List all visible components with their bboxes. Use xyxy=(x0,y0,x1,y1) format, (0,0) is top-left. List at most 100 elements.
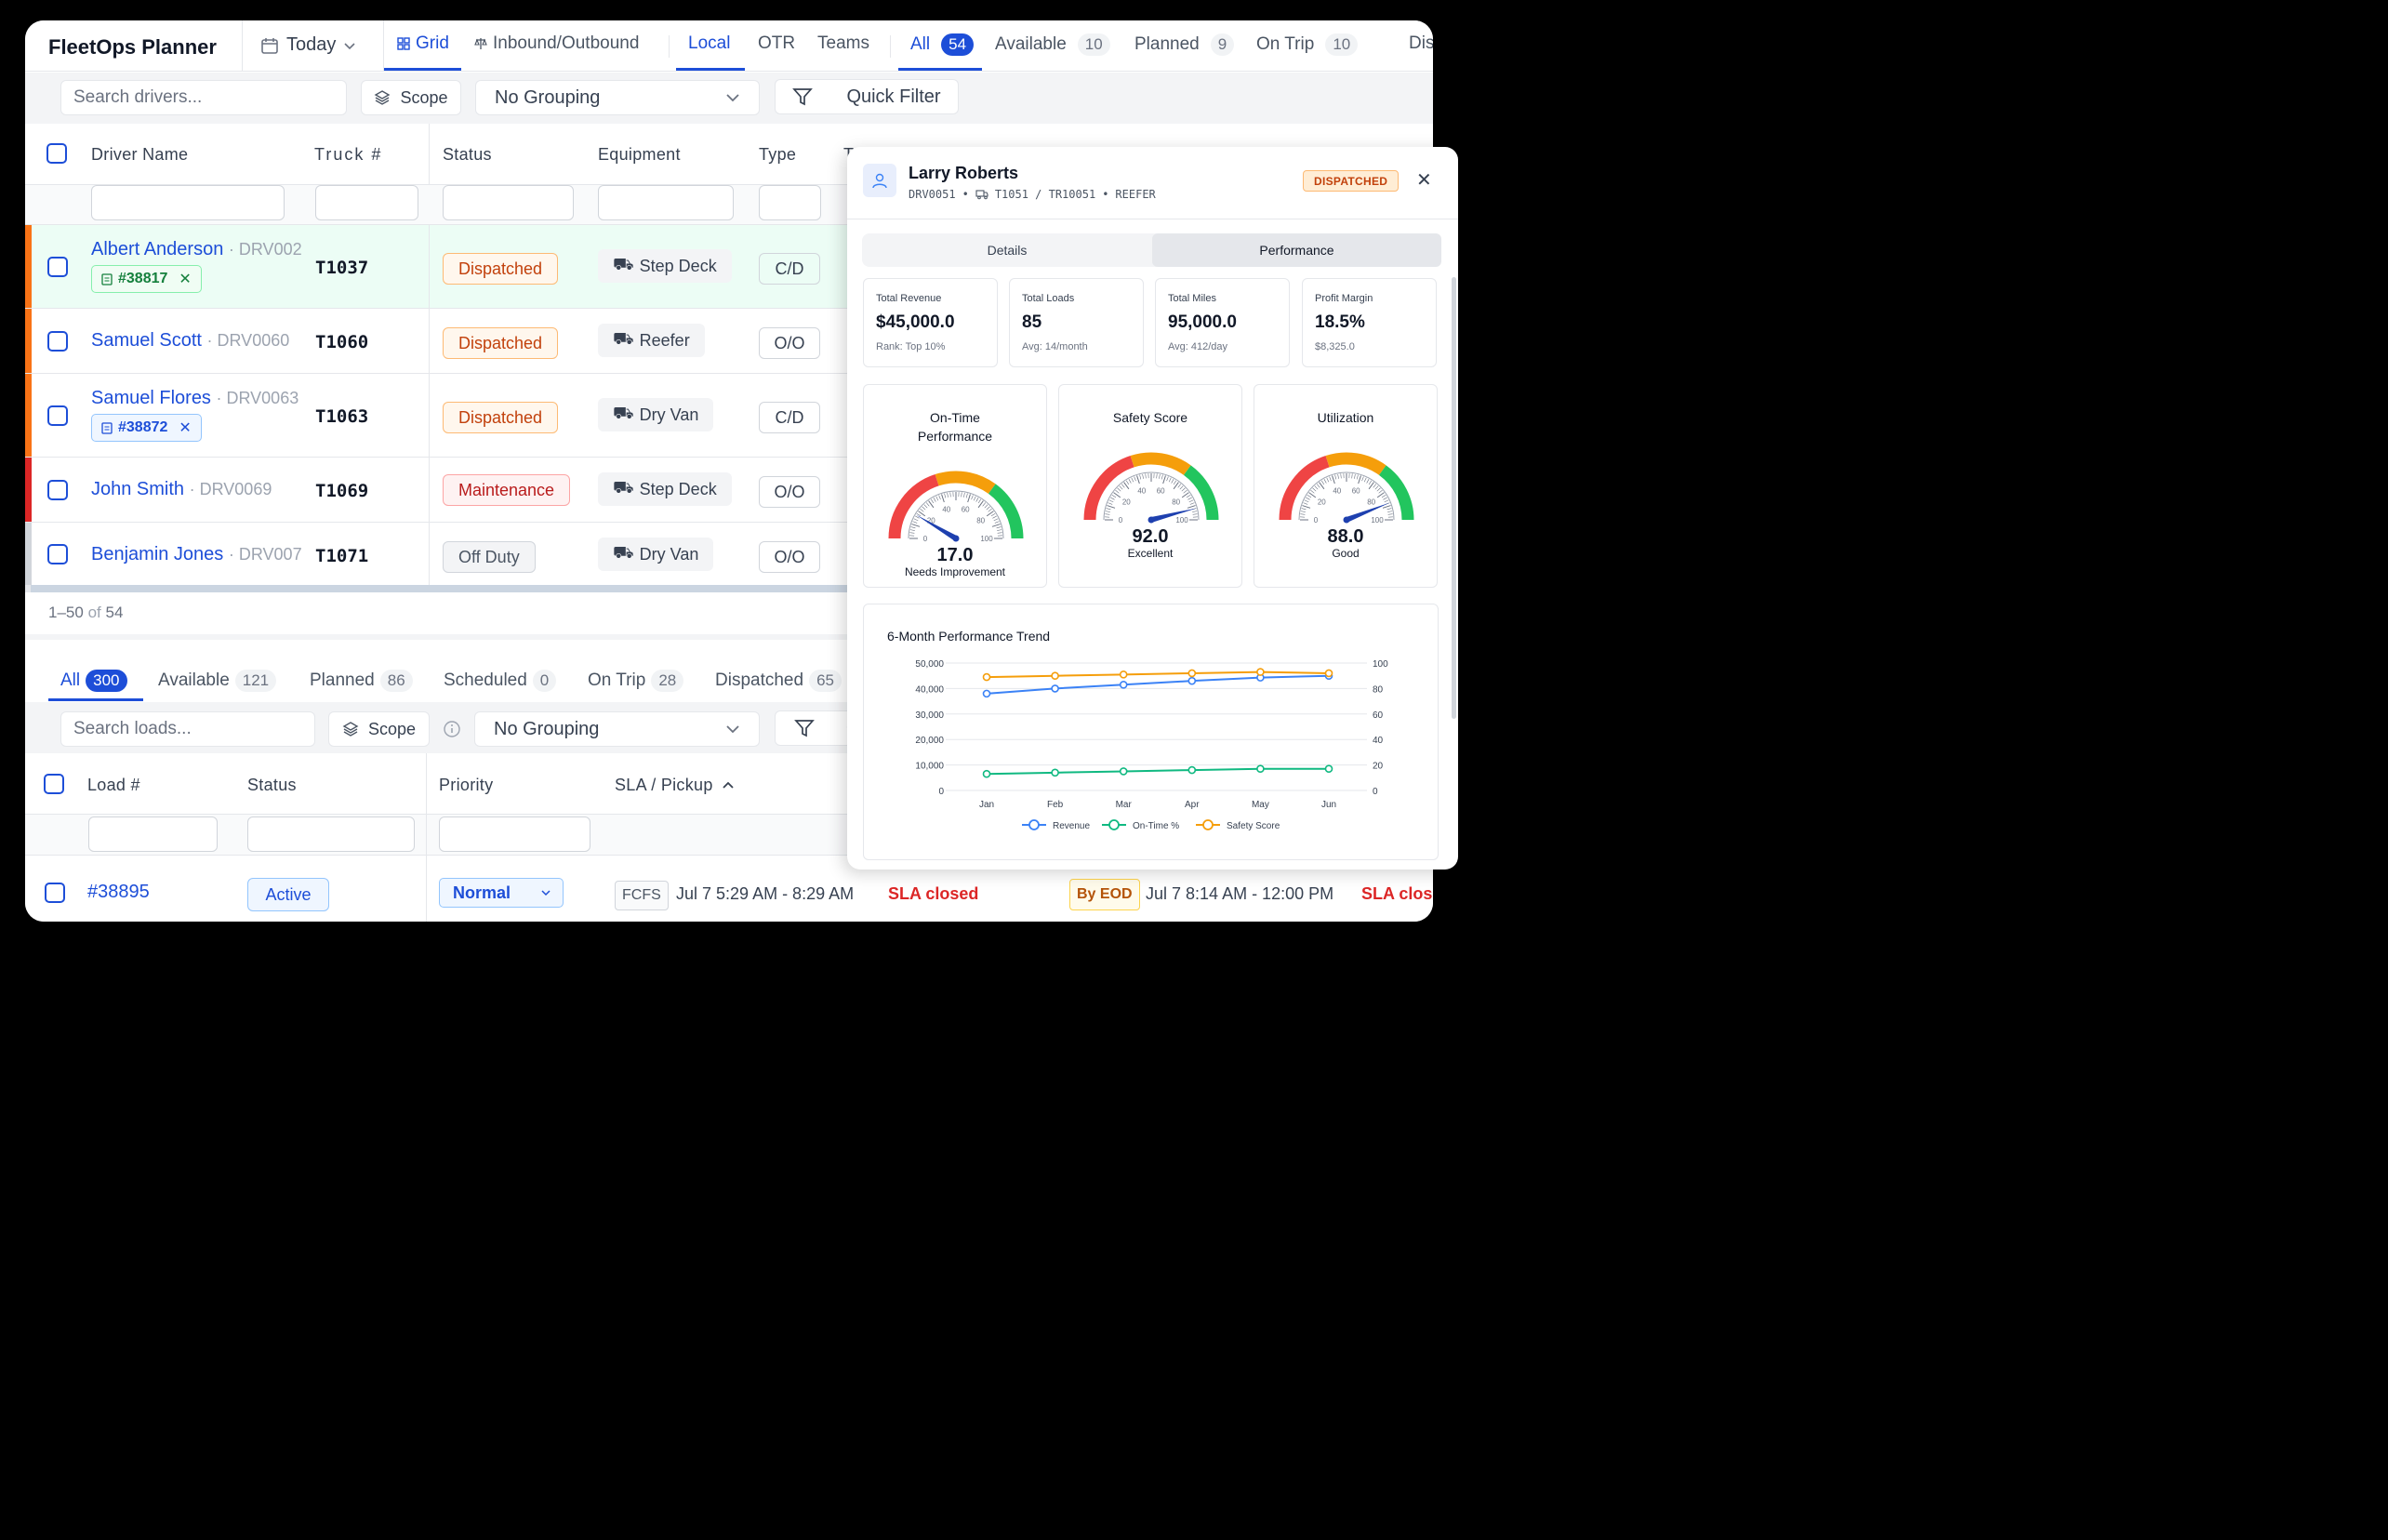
gauge-tick xyxy=(1340,473,1342,479)
close-icon[interactable]: ✕ xyxy=(179,420,192,436)
kpi-value: 85 xyxy=(1022,312,1042,332)
tab-otr[interactable]: OTR xyxy=(758,33,795,54)
row-checkbox[interactable] xyxy=(47,331,68,352)
tab-on-trip-drivers[interactable]: On Trip 10 xyxy=(1256,33,1359,56)
status-filter[interactable] xyxy=(443,185,574,220)
quick-filter-button[interactable]: Quick Filter xyxy=(775,79,959,114)
load-number-filter[interactable] xyxy=(88,816,218,852)
tab-dispatched-drivers[interactable]: Dispa xyxy=(1409,33,1433,54)
gauge-card-on-time: On-Time Performance 0 20 40 60 80 100 17.0 Ne… xyxy=(863,384,1047,588)
data-point xyxy=(1119,680,1128,689)
x-axis-tick-label: Feb xyxy=(1047,800,1064,810)
select-all-loads-checkbox[interactable] xyxy=(44,774,64,794)
gauge-tick xyxy=(963,492,965,498)
driver-name-link[interactable]: Samuel Scott · DRV0060 xyxy=(91,330,289,352)
column-header-sla-pickup[interactable]: SLA / Pickup xyxy=(615,776,734,795)
load-chip[interactable]: #38817 ✕ xyxy=(91,265,202,293)
tab-scheduled-loads[interactable]: Scheduled 0 xyxy=(444,670,557,692)
column-header-truck[interactable]: Truck # xyxy=(314,145,383,164)
chevron-down-icon xyxy=(541,890,551,896)
gauge-tick xyxy=(923,504,928,509)
table-row[interactable]: Albert Anderson · DRV002 #38817 ✕ T1037 … xyxy=(25,225,847,309)
priority-filter[interactable] xyxy=(439,816,590,852)
tab-on-trip-loads[interactable]: On Trip 28 xyxy=(588,670,684,692)
layers-icon xyxy=(342,722,359,737)
tab-performance[interactable]: Performance xyxy=(1152,233,1441,267)
pickup-type-badge: FCFS xyxy=(615,881,669,910)
tab-planned-drivers[interactable]: Planned 9 xyxy=(1134,33,1235,56)
count-badge: 0 xyxy=(532,670,557,692)
tab-planned-loads[interactable]: Planned 86 xyxy=(310,670,413,692)
load-chip[interactable]: #38872 ✕ xyxy=(91,414,202,442)
gauge-tick-label: 80 xyxy=(1172,498,1180,507)
driver-name-link[interactable]: John Smith · DRV0069 xyxy=(91,479,272,500)
column-header-load-status[interactable]: Status xyxy=(247,776,297,794)
row-checkbox[interactable] xyxy=(47,257,68,277)
tab-all-drivers[interactable]: All 54 xyxy=(910,33,975,56)
column-header-equipment[interactable]: Equipment xyxy=(598,145,681,164)
select-value: No Grouping xyxy=(495,86,601,108)
row-checkbox[interactable] xyxy=(45,883,65,903)
table-row[interactable]: Samuel Scott · DRV0060 T1060 Dispatched … xyxy=(25,309,847,374)
row-checkbox[interactable] xyxy=(47,405,68,426)
divider xyxy=(426,753,427,815)
driver-name-link[interactable]: Albert Anderson · DRV002 xyxy=(91,239,302,260)
driver-scope-button[interactable]: Scope xyxy=(361,80,461,115)
tab-all-loads[interactable]: All 300 xyxy=(60,670,127,692)
driver-name-filter[interactable] xyxy=(91,185,285,220)
horizontal-scrollbar[interactable] xyxy=(25,585,847,592)
gauge-tick xyxy=(918,511,926,517)
priority-select[interactable]: Normal xyxy=(439,878,564,908)
gauge-tick xyxy=(1319,482,1325,490)
panel-scrollbar[interactable] xyxy=(1452,277,1456,719)
select-all-checkbox[interactable] xyxy=(46,143,67,164)
tab-dispatched-loads[interactable]: Dispatched 65 xyxy=(715,670,842,692)
truck-filter[interactable] xyxy=(315,185,418,220)
load-number-link[interactable]: #38895 xyxy=(87,882,150,902)
table-row[interactable]: Benjamin Jones · DRV007 T1071 Off Duty ⛟… xyxy=(25,523,847,586)
row-checkbox[interactable] xyxy=(47,544,68,564)
gauge-tick xyxy=(1171,479,1174,484)
tab-inbound-outbound[interactable]: Inbound/Outbound xyxy=(474,33,639,54)
tab-available-drivers[interactable]: Available 10 xyxy=(995,33,1110,56)
equipment-filter[interactable] xyxy=(598,185,734,220)
pagination-range: 1–50 xyxy=(48,604,84,621)
load-grouping-select[interactable]: No Grouping xyxy=(474,711,760,747)
column-header-status[interactable]: Status xyxy=(443,145,492,164)
table-row[interactable]: Samuel Flores · DRV0063 #38872 ✕ T1063 D… xyxy=(25,374,847,458)
driver-name-link[interactable]: Benjamin Jones · DRV007 xyxy=(91,544,302,565)
row-checkbox[interactable] xyxy=(47,480,68,500)
date-selector[interactable]: Today xyxy=(260,34,356,56)
column-header-driver-name[interactable]: Driver Name xyxy=(91,145,189,164)
gauge-tick xyxy=(1108,502,1113,505)
load-status-filter[interactable] xyxy=(247,816,415,852)
load-scope-button[interactable]: Scope xyxy=(328,711,430,747)
tab-grid[interactable]: Grid xyxy=(397,33,449,54)
separator-dot: • xyxy=(1102,188,1109,201)
column-header-priority[interactable]: Priority xyxy=(439,776,494,794)
column-header-load-number[interactable]: Load # xyxy=(87,776,140,794)
type-filter[interactable] xyxy=(759,185,821,220)
column-header-type[interactable]: Type xyxy=(759,145,797,164)
tab-available-loads[interactable]: Available 121 xyxy=(158,670,277,692)
driver-id: · DRV007 xyxy=(228,545,302,564)
driver-name-link[interactable]: Samuel Flores · DRV0063 xyxy=(91,388,298,409)
load-search-input[interactable]: Search loads... xyxy=(60,711,315,747)
gauge-tick xyxy=(1381,494,1386,498)
tab-local[interactable]: Local xyxy=(688,33,730,54)
driver-search-input[interactable]: Search drivers... xyxy=(60,80,347,115)
gauge-tick xyxy=(977,498,982,504)
driver-grouping-select[interactable]: No Grouping xyxy=(475,80,760,115)
gauge-band-orange xyxy=(1130,452,1191,476)
close-icon[interactable]: ✕ xyxy=(179,272,192,287)
gauge-tick xyxy=(1188,499,1194,503)
table-row[interactable]: John Smith · DRV0069 T1069 Maintenance ⛟… xyxy=(25,458,847,523)
tab-details[interactable]: Details xyxy=(987,243,1028,258)
close-icon[interactable]: ✕ xyxy=(1416,170,1432,191)
tab-teams[interactable]: Teams xyxy=(817,33,869,54)
gauge-tick xyxy=(1386,508,1392,511)
scrollbar-thumb[interactable] xyxy=(31,585,847,592)
truck-number: T1037 xyxy=(315,258,369,278)
info-icon[interactable] xyxy=(443,720,461,738)
active-tab-underline xyxy=(676,68,745,71)
